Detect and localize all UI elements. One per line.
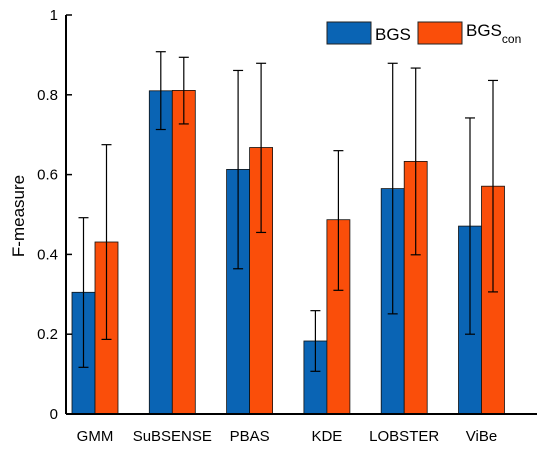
legend-label-bgs-con-subscript: con (502, 32, 521, 46)
legend-label-bgs: BGS (375, 25, 411, 44)
legend-label-bgs-con-main: BGS (466, 21, 502, 40)
x-tick-label-subsense: SuBSENSE (133, 428, 212, 445)
y-tick-label-3: 0.6 (37, 167, 58, 184)
x-tick-label-kde: KDE (311, 428, 342, 445)
y-tick-label-1: 0.2 (37, 326, 58, 343)
y-tick-label-2: 0.4 (37, 246, 58, 263)
y-axis-label: F-measure (9, 175, 28, 257)
legend: BGS BGScon (326, 21, 521, 46)
y-tick-label-5: 1 (50, 7, 58, 24)
legend-swatch-bgs-con (417, 21, 463, 45)
x-tick-label-pbas: PBAS (230, 428, 270, 445)
legend-label-bgs-con: BGScon (466, 21, 521, 46)
bar-subsense-series1 (148, 90, 173, 415)
plot-area: GMM SuBSENSE PBAS KDE LOBSTER ViBe 0 0.2 0.4 0.6 0… (37, 7, 537, 445)
bar-subsense-series2 (171, 90, 196, 415)
y-tick-label-0: 0 (50, 406, 58, 423)
x-tick-label-gmm: GMM (77, 428, 114, 445)
y-tick-label-4: 0.8 (37, 87, 58, 104)
x-tick-label-lobster: LOBSTER (369, 428, 439, 445)
x-tick-label-vibe: ViBe (466, 428, 497, 445)
legend-swatch-bgs (326, 21, 372, 45)
